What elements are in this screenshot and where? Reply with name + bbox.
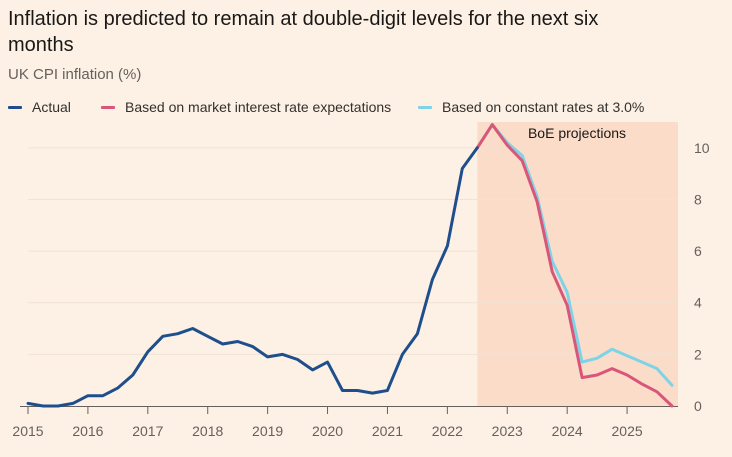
projection-band-label: BoE projections <box>528 125 626 141</box>
chart-subtitle: UK CPI inflation (%) <box>8 66 142 83</box>
x-tick-label-2025: 2025 <box>612 423 643 439</box>
x-tick-label-2020: 2020 <box>312 423 343 439</box>
legend-swatch-actual <box>8 106 22 109</box>
x-tick-label-2015: 2015 <box>12 423 43 439</box>
y-tick-label-8: 8 <box>694 191 702 207</box>
x-tick-label-2017: 2017 <box>132 423 163 439</box>
y-tick-label-2: 2 <box>694 346 702 362</box>
legend-label-constant-rates: Based on constant rates at 3.0% <box>442 99 645 115</box>
legend-swatch-market-expectations <box>101 106 115 109</box>
x-tick-label-2019: 2019 <box>252 423 283 439</box>
x-tick-label-2023: 2023 <box>492 423 523 439</box>
legend-label-actual: Actual <box>32 99 71 115</box>
series-line-market-expectations <box>475 123 674 408</box>
x-tick-label-2021: 2021 <box>372 423 403 439</box>
legend-label-market-expectations: Based on market interest rate expectatio… <box>125 99 392 115</box>
x-tick-label-2018: 2018 <box>192 423 223 439</box>
x-tick-label-2024: 2024 <box>552 423 583 439</box>
x-tick-label-2022: 2022 <box>432 423 463 439</box>
y-tick-label-0: 0 <box>694 398 702 414</box>
x-tick-label-2016: 2016 <box>72 423 103 439</box>
y-tick-label-6: 6 <box>694 243 702 259</box>
y-tick-label-4: 4 <box>694 295 702 311</box>
chart-title: Inflation is predicted to remain at doub… <box>8 8 599 56</box>
legend-swatch-constant-rates <box>418 106 432 109</box>
series-line-constant-rates <box>475 123 674 387</box>
y-tick-label-10: 10 <box>694 140 710 156</box>
series-line-actual <box>26 146 479 408</box>
